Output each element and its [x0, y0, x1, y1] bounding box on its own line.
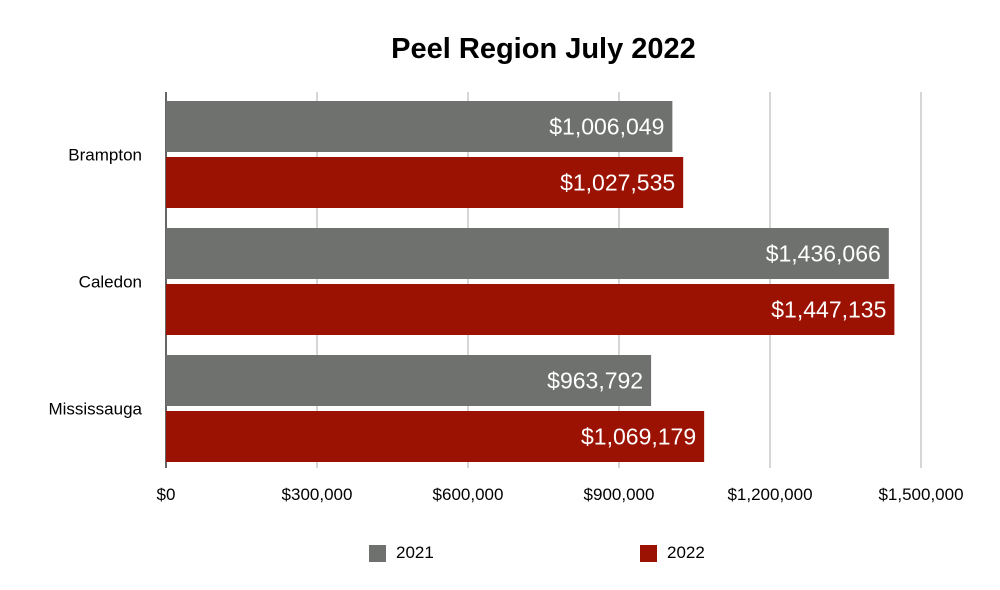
category-label: Caledon	[79, 273, 142, 292]
x-tick-label: $1,200,000	[727, 485, 812, 504]
data-label: $1,006,049	[549, 114, 664, 140]
legend-swatch-2021	[369, 544, 386, 562]
data-label: $963,792	[547, 368, 643, 394]
x-tick-label: $300,000	[282, 485, 353, 504]
bar-2022-mississauga	[166, 411, 705, 462]
bar-2021-caledon	[166, 228, 889, 279]
bar-2022-caledon	[166, 284, 895, 335]
data-label: $1,027,535	[560, 170, 675, 196]
legend-item-2021: 2021	[369, 542, 434, 564]
x-tick-label: $600,000	[433, 485, 504, 504]
bar-2021-mississauga	[166, 355, 652, 406]
data-label: $1,069,179	[581, 424, 696, 450]
legend-label-2021: 2021	[396, 543, 434, 562]
data-label: $1,436,066	[766, 241, 881, 267]
legend-item-2022: 2022	[640, 542, 705, 564]
bar-2021-brampton	[166, 101, 673, 152]
category-label: Brampton	[68, 146, 142, 165]
legend-swatch-2022	[640, 544, 657, 562]
chart-title: Peel Region July 2022	[391, 33, 696, 65]
x-tick-label: $0	[157, 485, 176, 504]
x-tick-label: $900,000	[584, 485, 655, 504]
bar-2022-brampton	[166, 157, 684, 208]
legend-label-2022: 2022	[667, 543, 705, 562]
data-label: $1,447,135	[771, 297, 886, 323]
x-tick-label: $1,500,000	[878, 485, 963, 504]
category-label: Mississauga	[48, 400, 142, 419]
